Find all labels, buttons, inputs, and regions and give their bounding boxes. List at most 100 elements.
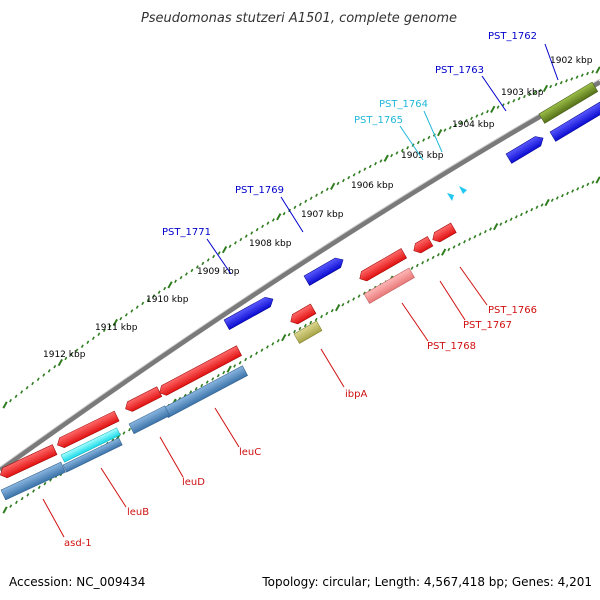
scale-tick: [2, 401, 8, 409]
scale-tick: [383, 154, 389, 162]
scale-tick: [486, 109, 489, 114]
scale-tick: [581, 184, 585, 189]
gene-PST_1766[interactable]: [430, 222, 457, 245]
scale-tick: [190, 268, 194, 273]
scale-tick: [47, 369, 51, 373]
scale-tick: [315, 193, 318, 197]
gene-label-leuC[interactable]: leuC: [239, 447, 261, 458]
scale-tick: [75, 348, 79, 352]
gene-PST_1765[interactable]: [447, 193, 454, 201]
gene-PST_1767[interactable]: [411, 236, 434, 256]
scale-tick: [69, 352, 73, 357]
scale-tick: [112, 318, 118, 327]
gene-label-leuB[interactable]: leuB: [127, 507, 149, 518]
scale-tick: [266, 221, 270, 225]
scale-tick: [341, 303, 345, 307]
scale-tick: [525, 210, 529, 214]
scale-tick: [250, 231, 254, 235]
scale-tick: [146, 297, 150, 302]
scale-tick: [549, 84, 553, 89]
gene-label-ibpA[interactable]: ibpA: [345, 389, 367, 400]
leader-PST_1762: [544, 43, 559, 81]
scale-tick: [483, 229, 487, 234]
scale-tick: [179, 275, 183, 280]
gene-PST_1768[interactable]: [357, 248, 408, 284]
scale-tick: [470, 116, 473, 121]
scale-tick: [141, 301, 145, 306]
scale-tick: [580, 73, 584, 77]
leader-PST_1769: [280, 196, 304, 233]
gene-leuD[interactable]: [123, 386, 163, 414]
gene-PST_1769[interactable]: [303, 255, 346, 286]
scale-tick: [2, 506, 8, 514]
scale-tick: [358, 170, 361, 174]
scale-tick: [347, 175, 351, 180]
scale-tick: [20, 496, 24, 501]
gene-leuB-feature-cyan[interactable]: [60, 427, 121, 463]
scale-tick: [480, 112, 484, 116]
scale-tick: [135, 305, 139, 309]
gene-label-PST_1764[interactable]: PST_1764: [379, 99, 428, 110]
scale-tick: [91, 336, 95, 340]
gene-asd-1-feature[interactable]: [0, 461, 66, 501]
scale-tick: [53, 364, 57, 369]
scale-tick: [97, 332, 101, 336]
scale-tick: [512, 99, 516, 103]
scale-tick: [309, 320, 313, 325]
gene-PST_1763b[interactable]: [505, 133, 546, 164]
scale-tick: [517, 96, 521, 101]
gene-label-PST_1763[interactable]: PST_1763: [435, 65, 484, 76]
scale-tick: [152, 294, 156, 298]
scale-tick: [374, 161, 377, 166]
gene-label-PST_1765[interactable]: PST_1765: [354, 115, 403, 126]
scale-tick: [426, 258, 430, 262]
scale-tick: [31, 381, 35, 386]
leader-PST_1767: [439, 280, 466, 321]
gene-leuC[interactable]: [157, 345, 242, 398]
gene-label-PST_1767[interactable]: PST_1767: [463, 320, 512, 331]
scale-label: 1911 kbp: [95, 323, 138, 333]
gene-label-asd-1[interactable]: asd-1: [64, 538, 92, 549]
gene-leuB[interactable]: [55, 410, 120, 450]
scale-tick: [174, 279, 177, 283]
gene-label-PST_1762[interactable]: PST_1762: [488, 31, 537, 42]
gene-PST_1771[interactable]: [223, 294, 276, 330]
gene-PST_1763[interactable]: [549, 101, 600, 142]
scale-tick: [496, 105, 500, 109]
gene-ibpA-feature[interactable]: [293, 320, 323, 344]
scale-label: 1909 kbp: [197, 267, 240, 277]
scale-tick: [239, 237, 243, 242]
scale-tick: [571, 189, 575, 193]
scale-tick: [309, 196, 313, 200]
gene-label-leuD[interactable]: leuD: [182, 477, 205, 488]
scale-tick: [330, 182, 336, 190]
gene-label-PST_1766[interactable]: PST_1766: [488, 305, 537, 316]
gene-label-PST_1769[interactable]: PST_1769: [235, 185, 284, 196]
scale-tick: [395, 151, 399, 155]
scale-tick: [406, 146, 410, 150]
scale-tick: [49, 478, 53, 482]
gene-labels: PST_1762 PST_1763 PST_1764 PST_1765 PST_…: [64, 31, 537, 549]
gene-asd-1[interactable]: [0, 444, 58, 480]
gene-ibpA[interactable]: [288, 303, 317, 327]
gene-leuD-feature[interactable]: [128, 405, 170, 435]
scale-tick: [234, 241, 237, 245]
leader-leuB: [100, 467, 127, 508]
gene-label-PST_1768[interactable]: PST_1768: [427, 341, 476, 352]
scale-tick: [490, 105, 496, 113]
gene-leuB-feature[interactable]: [62, 437, 123, 473]
leader-ibpA: [320, 348, 345, 388]
scale-tick: [530, 207, 534, 212]
gene-PST_1762[interactable]: [538, 81, 599, 124]
gene-PST_1768-feature[interactable]: [363, 267, 415, 304]
scale-tick: [293, 329, 296, 334]
scale-tick: [233, 364, 237, 368]
scale-tick: [167, 281, 173, 289]
scale-tick: [586, 71, 589, 76]
gene-label-PST_1771[interactable]: PST_1771: [162, 227, 211, 238]
gene-PST_1764[interactable]: [459, 186, 467, 194]
leader-PST_1768: [401, 302, 429, 342]
scale-tick: [249, 354, 253, 359]
scale-tick: [20, 390, 24, 394]
scale-tick: [570, 77, 574, 81]
